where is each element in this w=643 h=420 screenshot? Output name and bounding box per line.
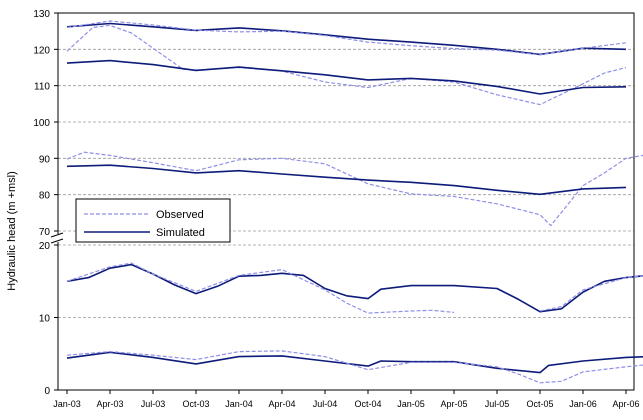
legend-observed-label: Observed <box>156 209 204 221</box>
y-tick-label-lower: 0 <box>44 386 50 397</box>
x-tick-label: Oct-04 <box>354 399 381 409</box>
x-tick-label: Apr-05 <box>440 399 467 409</box>
legend-box <box>75 198 231 243</box>
series <box>66 20 643 384</box>
simulated-series-line <box>66 164 627 196</box>
y-tick-label-upper: 130 <box>33 9 50 20</box>
simulated-series-line <box>66 59 627 95</box>
grid <box>58 48 634 318</box>
x-tick-label: Jul-03 <box>141 399 166 409</box>
x-tick-label: Oct-03 <box>182 399 209 409</box>
x-tick-label: Apr-03 <box>96 399 123 409</box>
legend-simulated-label: Simulated <box>156 227 205 239</box>
observed-series-line <box>66 350 643 384</box>
x-tick-label: Jan-04 <box>225 399 253 409</box>
observed-series-line <box>66 20 627 56</box>
simulated-series-line <box>66 351 643 374</box>
legend: Observed Simulated <box>75 198 231 243</box>
x-tick-label: Jul-04 <box>313 399 338 409</box>
simulated-series-line <box>66 263 643 313</box>
axis-break-mark <box>50 232 64 238</box>
observed-series-line <box>66 262 455 314</box>
observed-series-line <box>66 24 627 106</box>
y-tick-label-lower: 10 <box>39 314 51 325</box>
x-tick-label: Apr-06 <box>612 399 639 409</box>
observed-series-line <box>66 151 643 227</box>
y-axis-label: Hydraulic head (m +msl) <box>6 171 18 291</box>
plot-frame <box>57 12 635 391</box>
y-tick-label-upper: 80 <box>39 191 51 202</box>
y-tick-label-upper: 110 <box>34 82 50 93</box>
observed-series-line <box>539 275 643 312</box>
x-tick-label: Jul-05 <box>485 399 510 409</box>
y-tick-label-lower: 20 <box>39 241 51 252</box>
x-tick-label: Jan-06 <box>569 399 597 409</box>
y-tick-label-upper: 100 <box>33 118 50 129</box>
simulated-series-line <box>66 22 627 56</box>
axis-break-gap <box>52 234 64 242</box>
x-tick-label: Jan-03 <box>53 399 81 409</box>
x-tick-label: Jan-05 <box>397 399 425 409</box>
x-tick-label: Oct-05 <box>526 399 553 409</box>
y-tick-label-upper: 120 <box>33 45 50 56</box>
y-tick-label-upper: 90 <box>39 154 51 165</box>
y-tick-label-upper: 70 <box>39 227 51 238</box>
x-tick-label: Apr-04 <box>268 399 295 409</box>
axis-break-mark <box>50 238 64 244</box>
axes: 70 80 90 100 110 120 130 0 10 20 Jan-03 Apr-03 Jul-0… <box>33 9 639 409</box>
